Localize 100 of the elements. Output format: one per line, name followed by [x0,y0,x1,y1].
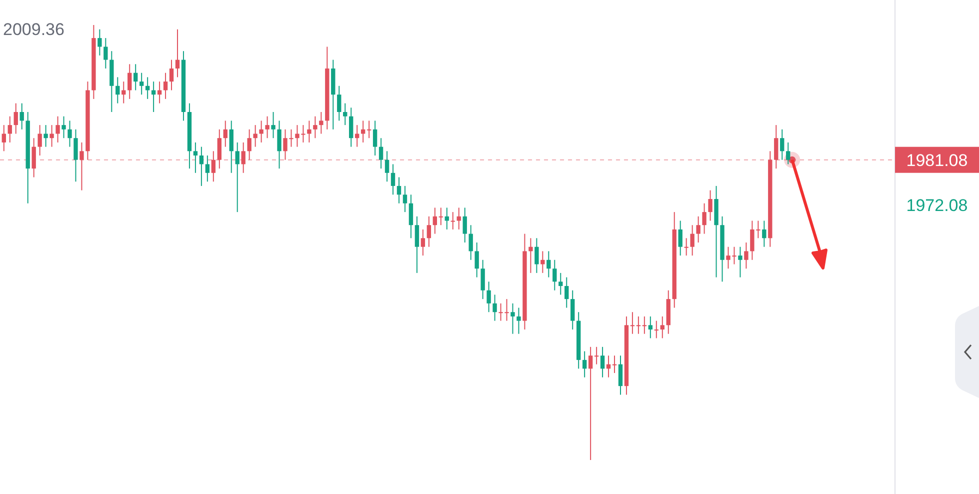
candlestick [510,302,515,334]
candlestick [414,216,420,274]
candlestick [690,224,694,256]
candlestick [570,290,575,330]
candlestick [271,112,276,139]
candlestick [384,150,390,182]
candlestick [205,155,210,182]
candlestick [534,238,539,274]
candlestick [612,355,617,374]
candlestick [235,142,240,213]
candlestick [540,250,545,274]
candlestick [636,316,641,334]
candlestick [780,128,784,160]
candlestick [552,259,557,291]
candlestick [169,59,174,91]
candlestick [2,124,6,152]
candlestick [50,124,54,148]
candlestick [432,207,438,234]
candlestick [450,212,455,230]
candlestick [145,76,150,100]
candlestick [558,272,563,296]
candlestick [116,76,120,104]
candlestick [660,316,664,339]
candlestick [582,350,587,378]
candlestick [241,142,246,174]
candlestick [133,64,138,91]
candlestick [408,194,414,239]
candlestick [564,276,569,308]
candlestick [630,312,635,334]
candlestick [372,120,378,156]
annotation: 2009.36 [3,20,64,39]
candlestick [20,102,24,130]
candlestick [98,28,102,56]
candlestick [265,116,270,139]
candlestick [642,316,647,334]
candlestick [62,116,66,139]
text: 1972.08 [906,196,968,215]
candlestick [474,242,479,278]
candlestick [139,72,144,96]
candlestick [744,242,748,270]
candlestick [678,220,682,256]
candlestick [480,259,485,300]
candlestick [426,216,432,248]
candlestick [307,120,312,143]
text: 1981.08 [906,150,968,170]
candlestick [313,116,318,139]
candlestick [253,124,258,148]
candlestick [337,85,342,122]
candlestick [217,128,222,170]
candlestick [738,246,742,278]
candlestick [696,216,700,243]
candlestick [420,228,426,256]
candlestick [390,164,396,196]
candlestick [708,190,712,222]
candlestick [56,116,60,143]
candlestick [343,102,348,126]
candlestick [786,142,790,165]
candlestick [68,120,72,148]
candlestick [456,207,461,230]
candlestick [402,185,408,213]
candlestick [104,38,108,69]
candlestick [128,64,132,100]
candlestick [44,124,48,148]
candlestick [349,107,354,148]
candlestick [360,120,366,143]
candlestick [528,238,533,274]
candlestick [618,355,623,396]
candlestick [163,72,168,100]
candlestick [444,207,449,230]
candlestick [588,346,593,460]
candlestick [229,120,234,174]
candlestick [492,294,497,322]
candlestick [546,250,551,278]
candlestick [14,102,18,134]
candlestick [762,220,766,248]
candlestick [193,142,198,174]
candlestick [648,316,653,339]
candlestick [516,307,521,334]
candlestick [600,346,605,378]
candlestick [396,176,402,204]
candlestick [74,128,78,182]
candlestick [247,128,252,160]
candlestick [211,150,216,182]
candlestick [8,116,12,143]
candlestick [462,207,467,243]
candlestick [486,281,491,313]
candlestick [223,120,228,148]
candlestick [32,138,36,178]
candlestick [38,124,42,156]
candlestick [259,120,264,143]
candlestick [366,120,372,139]
candlestick [438,207,443,226]
candlestick [319,112,324,134]
candlestick [80,142,84,191]
candlestick [277,120,282,170]
candlestick [684,238,688,256]
candlestick [468,224,473,260]
candlestick [654,320,659,339]
candlestick [702,202,706,234]
candlestick [175,28,180,78]
